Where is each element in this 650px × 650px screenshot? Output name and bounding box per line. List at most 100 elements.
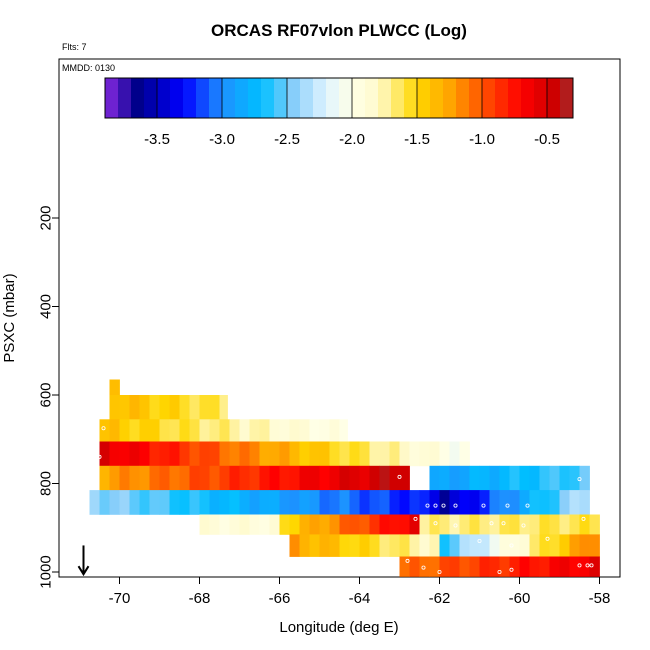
heatmap-cell <box>319 534 330 557</box>
heatmap-cell <box>189 395 200 420</box>
heatmap-cell <box>159 490 170 515</box>
heatmap-cell <box>509 514 520 535</box>
heatmap-cell <box>89 490 100 515</box>
heatmap-cell <box>209 490 220 515</box>
heatmap-cell <box>279 419 290 442</box>
heatmap-cell <box>109 465 120 491</box>
heatmap-cell <box>509 556 520 577</box>
heatmap-cell <box>539 514 550 535</box>
heatmap-cell <box>569 490 580 515</box>
flight-marker <box>425 503 430 508</box>
colorbar-swatch <box>430 78 444 118</box>
heatmap-cell <box>219 441 230 467</box>
heatmap-cell <box>489 490 500 515</box>
colorbar-swatch <box>326 78 340 118</box>
colorbar-ticks: -3.5 -3.0 -2.5 -2.0 -1.5 -1.0 -0.5 <box>144 78 560 148</box>
colorbar-swatch <box>365 78 379 118</box>
heatmap-cell <box>419 490 430 515</box>
heatmap-cell <box>569 534 580 557</box>
colorbar-swatch <box>131 78 145 118</box>
heatmap-cell <box>399 534 410 557</box>
colorbar-swatch <box>495 78 509 118</box>
colorbar-swatch <box>534 78 548 118</box>
colorbar-swatch <box>417 78 431 118</box>
heatmap-cell <box>499 556 510 577</box>
heatmap-cell <box>329 514 340 535</box>
heatmap-cell <box>429 490 440 515</box>
heatmap-cell <box>399 465 410 491</box>
heatmap-cell <box>389 514 400 535</box>
colorbar-swatch <box>222 78 236 118</box>
heatmap-cell <box>429 534 440 557</box>
colorbar-swatch <box>235 78 249 118</box>
heatmap-cell <box>269 514 280 535</box>
heatmap-cell <box>339 419 348 442</box>
heatmap-cell <box>169 419 180 442</box>
heatmap-cell <box>129 395 140 420</box>
heatmap-cell <box>329 534 340 557</box>
heatmap-cell <box>239 465 250 491</box>
heatmap-cell <box>439 534 450 557</box>
date-label: MMDD: 0130 <box>62 63 115 73</box>
heatmap-cell <box>239 419 250 442</box>
heatmap-cell <box>239 490 250 515</box>
heatmap-cell <box>319 490 330 515</box>
heatmap-cell <box>269 490 280 515</box>
heatmap-cell <box>459 441 470 467</box>
heatmap-cell <box>479 465 490 491</box>
heatmap-cell <box>559 514 570 535</box>
heatmap-cell <box>569 514 580 535</box>
heatmap-cell <box>309 419 320 442</box>
flight-marker <box>509 543 514 548</box>
heatmap-cell <box>209 419 220 442</box>
heatmap-cell <box>139 441 150 467</box>
x-tick-label: -68 <box>189 590 211 607</box>
colorbar-swatch <box>443 78 457 118</box>
heatmap-cell <box>539 465 550 491</box>
heatmap-cell <box>289 514 300 535</box>
heatmap-cell <box>439 465 450 491</box>
heatmap-cell <box>149 465 160 491</box>
x-axis-label: Longitude (deg E) <box>279 619 398 636</box>
colorbar-swatch <box>196 78 210 118</box>
heatmap-cell <box>179 395 190 420</box>
heatmap-cell <box>449 490 460 515</box>
heatmap-cell <box>389 441 400 467</box>
colorbar-swatch <box>170 78 184 118</box>
heatmap-cell <box>179 465 190 491</box>
heatmap-cell <box>439 556 450 577</box>
colorbar-swatch <box>183 78 197 118</box>
heatmap-cell <box>289 419 300 442</box>
heatmap-cell <box>129 490 140 515</box>
heatmap-cell <box>589 534 600 557</box>
heatmap-cell <box>169 441 180 467</box>
heatmap-cell <box>179 441 190 467</box>
heatmap-cell <box>529 534 540 557</box>
heatmap-cell <box>269 419 280 442</box>
heatmap-cell <box>299 514 310 535</box>
heatmap-cell <box>539 534 550 557</box>
heatmap-cell <box>339 441 350 467</box>
flight-marker <box>421 565 426 570</box>
heatmap-cell <box>139 490 150 515</box>
flight-marker <box>481 503 486 508</box>
heatmap-cell <box>299 441 310 467</box>
heatmap-cell <box>249 441 260 467</box>
heatmap-cell <box>479 490 490 515</box>
flight-marker <box>497 570 502 575</box>
colorbar-swatch <box>261 78 275 118</box>
colorbar-swatch <box>521 78 535 118</box>
heatmap-cell <box>589 514 600 535</box>
heatmap-cell <box>149 395 160 420</box>
flights-label: Flts: 7 <box>62 42 87 52</box>
heatmap-cell <box>99 490 110 515</box>
heatmap-cell <box>359 490 370 515</box>
heatmap-cell <box>249 465 260 491</box>
flight-marker <box>489 521 494 526</box>
heatmap-cell <box>359 514 370 535</box>
heatmap-cell <box>379 441 390 467</box>
heatmap-cell <box>469 534 480 557</box>
heatmap-cell <box>179 490 190 515</box>
heatmap-cell <box>239 441 250 467</box>
